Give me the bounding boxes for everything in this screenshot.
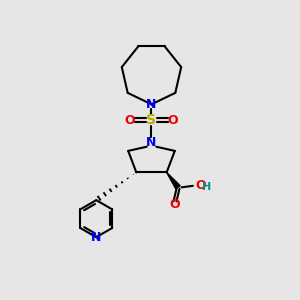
Text: N: N	[91, 231, 101, 244]
Polygon shape	[167, 172, 180, 189]
Text: O: O	[168, 114, 178, 127]
Text: O: O	[195, 179, 206, 192]
Text: S: S	[146, 113, 157, 127]
Text: O: O	[170, 198, 180, 211]
Text: O: O	[125, 114, 135, 127]
Text: N: N	[146, 98, 157, 111]
Text: H: H	[202, 182, 211, 192]
Text: N: N	[146, 136, 157, 149]
